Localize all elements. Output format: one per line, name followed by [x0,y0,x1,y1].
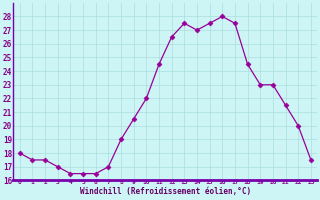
X-axis label: Windchill (Refroidissement éolien,°C): Windchill (Refroidissement éolien,°C) [80,187,251,196]
